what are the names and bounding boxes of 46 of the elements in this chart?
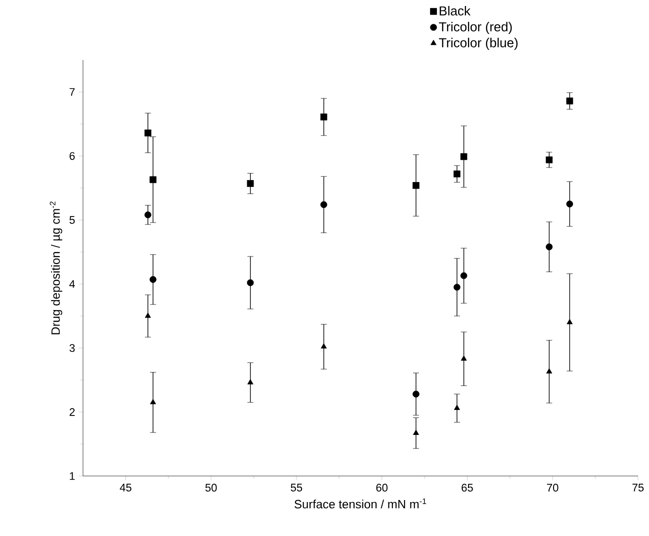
x-tick-label: 65: [462, 484, 473, 492]
point: [460, 272, 468, 280]
point: [454, 284, 460, 291]
x-axis-title: Surface tension / mN m$^{-1}$: [294, 498, 426, 508]
point: [566, 200, 574, 208]
point: [144, 130, 152, 136]
point: [412, 390, 420, 398]
x-tick-label: 75: [632, 484, 644, 492]
point: [144, 211, 152, 218]
x-tick-label: 60: [376, 484, 388, 492]
y-axis-title: Drug deposition / µg cm$^{-2}$: [50, 202, 62, 334]
x-tick-label: 55: [290, 484, 302, 492]
x-tick-label: 50: [205, 484, 217, 492]
legend-label: Tricolor (red): [438, 22, 512, 34]
y-tick-label: 2: [70, 408, 75, 416]
point: [150, 276, 156, 283]
point: [246, 180, 254, 187]
legend-label: Black: [440, 6, 471, 16]
legend-label: Tricolor (blue): [438, 38, 518, 50]
x-tick-label: 45: [120, 484, 132, 492]
y-tick-label: 5: [70, 216, 75, 224]
x-tick-label: 70: [547, 484, 558, 492]
point: [454, 170, 460, 178]
point: [144, 312, 151, 318]
y-tick-label: 6: [70, 152, 75, 160]
point: [150, 398, 156, 404]
point: [320, 114, 328, 120]
point: [320, 201, 328, 208]
point: [566, 318, 573, 324]
y-tick-label: 3: [70, 344, 75, 352]
point: [454, 404, 460, 410]
point: [566, 98, 574, 104]
point: [460, 153, 468, 160]
y-tick-label: 1: [70, 472, 75, 480]
y-tick-label: 7: [70, 88, 75, 96]
point: [460, 355, 467, 361]
point: [320, 343, 327, 349]
point: [546, 156, 553, 164]
point: [412, 182, 420, 189]
y-tick-label: 4: [69, 280, 75, 288]
point: [150, 176, 156, 184]
point: [247, 379, 254, 384]
point: [546, 368, 552, 374]
point: [413, 430, 419, 435]
point: [546, 243, 553, 250]
point: [246, 279, 254, 286]
